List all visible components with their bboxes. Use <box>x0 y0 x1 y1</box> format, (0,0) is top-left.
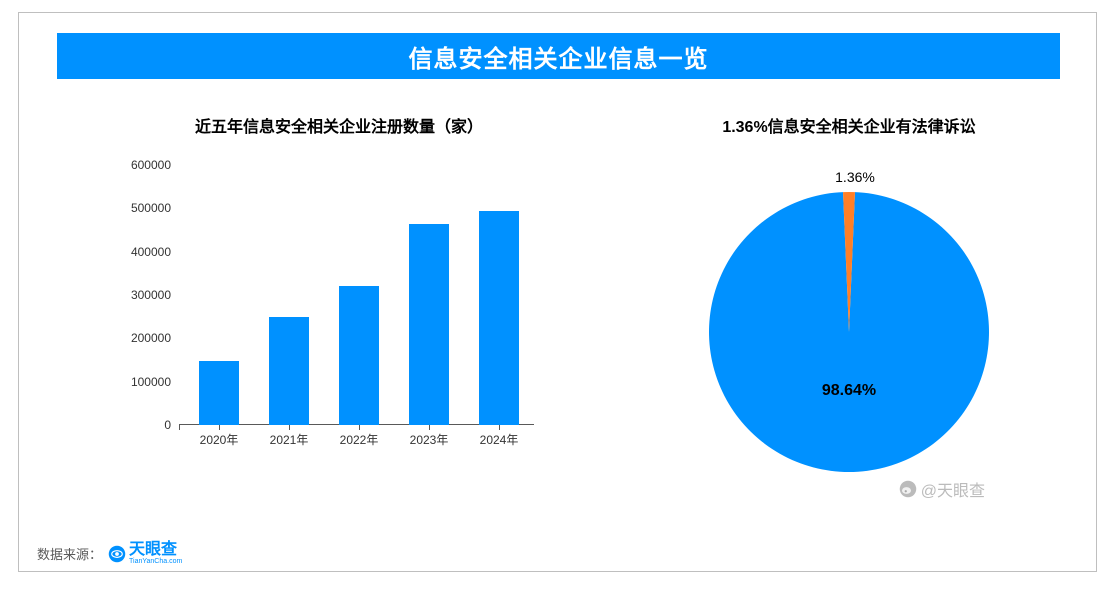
x-tick-label: 2023年 <box>399 431 459 448</box>
pie-label-outside: 1.36% <box>835 169 875 185</box>
y-tick-label: 400000 <box>116 245 171 259</box>
bar <box>409 224 449 426</box>
x-tick <box>429 425 430 430</box>
pie-chart-title: 1.36%信息安全相关企业有法律诉讼 <box>639 113 1059 137</box>
source-label: 数据来源： <box>37 544 102 563</box>
x-tick <box>359 425 360 430</box>
x-tick-label: 2024年 <box>469 431 529 448</box>
y-tick-label: 100000 <box>116 375 171 389</box>
y-tick-label: 200000 <box>116 331 171 345</box>
x-tick <box>179 425 180 430</box>
x-tick-label: 2021年 <box>259 431 319 448</box>
pie-label-inside: 98.64% <box>822 382 876 399</box>
x-tick <box>219 425 220 430</box>
bar-chart-title: 近五年信息安全相关企业注册数量（家） <box>109 113 569 137</box>
chart-card: 信息安全相关企业信息一览 近五年信息安全相关企业注册数量（家） 0 100000 2… <box>18 12 1097 572</box>
bar <box>199 361 239 425</box>
bar-chart-plot: 0100000200000300000400000500000600000202… <box>119 165 539 425</box>
x-tick <box>499 425 500 430</box>
logo-subtext: TianYanCha.com <box>129 558 182 565</box>
pie-chart-svg: 98.64% 1.36% <box>669 147 1029 487</box>
bar-chart-container: 近五年信息安全相关企业注册数量（家） 0 100000 200000 300000 40… <box>109 113 569 493</box>
y-tick-label: 300000 <box>116 288 171 302</box>
x-tick-label: 2020年 <box>189 431 249 448</box>
bar <box>269 317 309 425</box>
footer: 数据来源： 天眼查 TianYanCha.com <box>37 542 182 565</box>
main-title-bar: 信息安全相关企业信息一览 <box>57 33 1060 79</box>
pie-chart-container: 1.36%信息安全相关企业有法律诉讼 98.64% 1.36% <box>639 113 1059 513</box>
y-tick-label: 500000 <box>116 201 171 215</box>
y-tick-label: 600000 <box>116 158 171 172</box>
logo-text: 天眼查 <box>129 542 182 558</box>
source-logo: 天眼查 TianYanCha.com <box>108 542 182 565</box>
main-title: 信息安全相关企业信息一览 <box>409 39 709 74</box>
x-tick <box>289 425 290 430</box>
x-tick-label: 2022年 <box>329 431 389 448</box>
bar <box>479 211 519 426</box>
eye-icon <box>108 545 126 563</box>
y-tick-label: 0 <box>116 418 171 432</box>
bar <box>339 286 379 425</box>
